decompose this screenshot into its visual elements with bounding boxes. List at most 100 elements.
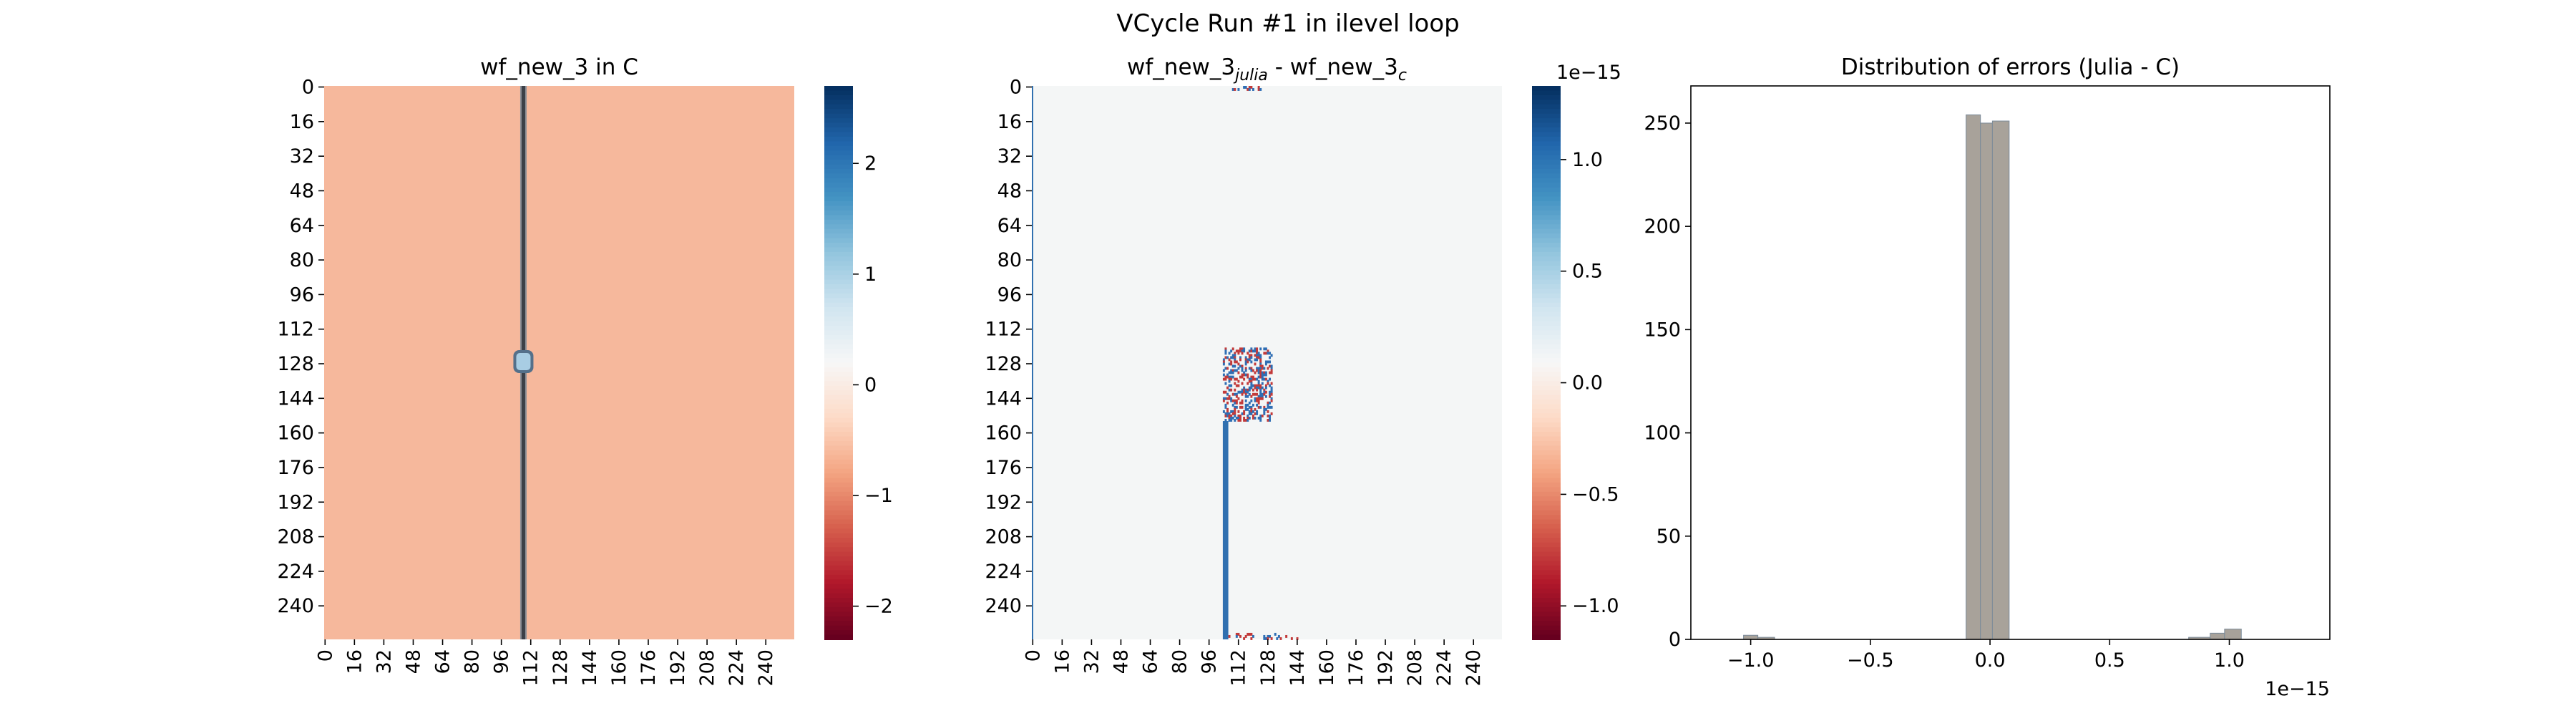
colorbar-segment bbox=[1532, 376, 1561, 382]
noise-cell bbox=[1254, 397, 1257, 400]
histogram-bar bbox=[1980, 122, 1993, 640]
colorbar-segment bbox=[1532, 298, 1561, 304]
colorbar-segment bbox=[1532, 551, 1561, 558]
noise-cell bbox=[1257, 399, 1260, 402]
noise-cell bbox=[1235, 634, 1238, 638]
colorbar-segment bbox=[1532, 482, 1561, 488]
colorbar-segment bbox=[824, 519, 853, 525]
x-tick-label: 208 bbox=[1404, 649, 1426, 687]
noise-cell bbox=[1269, 401, 1272, 405]
noise-cell bbox=[1250, 356, 1253, 359]
noise-cell bbox=[1250, 405, 1253, 409]
noise-cell bbox=[1230, 384, 1233, 387]
noise-cell bbox=[1234, 407, 1236, 411]
noise-cell bbox=[1235, 384, 1238, 387]
colorbar-segment bbox=[1532, 538, 1561, 543]
noise-cell bbox=[1250, 386, 1253, 390]
noise-cell bbox=[1224, 403, 1227, 407]
noise-cell bbox=[1264, 377, 1267, 381]
x-tick-label: 192 bbox=[667, 649, 689, 687]
colorbar-segment bbox=[1532, 491, 1561, 498]
x-tick-label: 240 bbox=[755, 649, 777, 687]
colorbar-segment bbox=[1532, 325, 1561, 332]
x-tick-label: 144 bbox=[579, 649, 601, 687]
noise-cell bbox=[1270, 405, 1273, 409]
colorbar-segment bbox=[824, 598, 853, 604]
noise-cell bbox=[1248, 377, 1251, 381]
colorbar-segment bbox=[824, 243, 853, 248]
noise-cell bbox=[1224, 405, 1227, 409]
colorbar-segment bbox=[1532, 243, 1561, 248]
colorbar-segment bbox=[1532, 113, 1561, 120]
noise-cell bbox=[1267, 401, 1269, 405]
noise-cell bbox=[1239, 349, 1241, 353]
noise-cell bbox=[1248, 416, 1251, 420]
left-edge bbox=[1032, 86, 1033, 639]
noise-cell bbox=[1256, 347, 1259, 351]
noise-cell bbox=[1244, 388, 1247, 392]
colorbar-segment bbox=[824, 261, 853, 267]
x-tick-label: 128 bbox=[550, 649, 572, 687]
noise-cell bbox=[1239, 419, 1241, 422]
noise-cell bbox=[1248, 358, 1251, 362]
y-tick-label: 144 bbox=[277, 387, 314, 410]
noise-cell bbox=[1263, 392, 1266, 396]
noise-cell bbox=[1222, 369, 1225, 372]
noise-cell bbox=[1230, 414, 1233, 417]
y-tick-label: 112 bbox=[985, 319, 1022, 341]
noise-cell bbox=[1256, 397, 1259, 400]
noise-cell bbox=[1241, 347, 1244, 351]
noise-cell bbox=[1252, 634, 1254, 638]
noise-cell bbox=[1256, 410, 1259, 413]
histogram-bar bbox=[2224, 629, 2242, 640]
colorbar-segment bbox=[824, 219, 853, 226]
noise-cell bbox=[1244, 390, 1247, 394]
noise-cell bbox=[1222, 362, 1225, 366]
noise-cell bbox=[1269, 405, 1272, 409]
noise-cell bbox=[1241, 375, 1244, 379]
colorbar-segment bbox=[1532, 284, 1561, 290]
figure-title: VCycle Run #1 in ilevel loop bbox=[1116, 9, 1459, 38]
y-tick-label: 80 bbox=[290, 249, 314, 271]
colorbar-segment bbox=[824, 515, 853, 521]
noise-cell bbox=[1234, 377, 1236, 381]
noise-cell bbox=[1248, 412, 1251, 415]
noise-cell bbox=[1254, 354, 1257, 357]
noise-cell bbox=[1237, 367, 1240, 370]
colorbar-segment bbox=[1532, 478, 1561, 483]
noise-cell bbox=[1243, 371, 1246, 374]
x-tick-label: 224 bbox=[726, 649, 748, 687]
noise-cell bbox=[1226, 356, 1229, 359]
noise-cell bbox=[1230, 356, 1233, 359]
noise-cell bbox=[1230, 419, 1233, 422]
noise-cell bbox=[1250, 637, 1253, 640]
colorbar-segment bbox=[1532, 187, 1561, 193]
noise-cell bbox=[1241, 364, 1244, 368]
noise-cell bbox=[1246, 416, 1249, 420]
noise-cell bbox=[1277, 634, 1280, 638]
colorbar-segment bbox=[1532, 417, 1561, 424]
noise-cell bbox=[1254, 347, 1257, 351]
colorbar-segment bbox=[1532, 432, 1561, 437]
y-tick-label: 224 bbox=[277, 561, 314, 583]
noise-cell bbox=[1252, 392, 1254, 396]
y-tick-label: 160 bbox=[985, 422, 1022, 445]
noise-cell bbox=[1252, 410, 1254, 413]
colorbar-segment bbox=[1532, 145, 1561, 152]
colorbar-segment bbox=[1532, 408, 1561, 415]
noise-cell bbox=[1270, 399, 1273, 402]
colorbar-segment bbox=[824, 381, 853, 387]
title-subscript: c bbox=[1398, 67, 1407, 84]
noise-cell bbox=[1261, 414, 1264, 417]
colorbar-segment bbox=[824, 496, 853, 502]
noise-cell bbox=[1224, 349, 1227, 353]
noise-cell bbox=[1228, 352, 1231, 355]
colorbar-segment bbox=[824, 109, 853, 115]
noise-cell bbox=[1270, 369, 1273, 372]
colorbar-segment bbox=[824, 196, 853, 203]
noise-cell bbox=[1239, 347, 1241, 351]
noise-cell bbox=[1257, 416, 1260, 420]
noise-cell bbox=[1259, 392, 1262, 396]
noise-cell bbox=[1261, 367, 1264, 370]
noise-cell bbox=[1228, 379, 1231, 383]
